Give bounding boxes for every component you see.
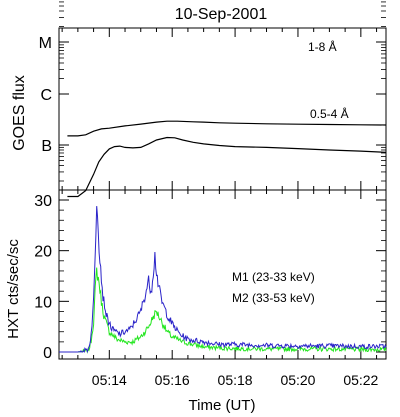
hxt-y-tick-label: 20 xyxy=(34,244,52,261)
x-tick-label: 05:22 xyxy=(343,372,378,388)
goes-x-ticks xyxy=(61,28,378,190)
hxt-y-tick-label: 30 xyxy=(34,193,52,210)
goes-series-line-1 xyxy=(67,136,387,198)
legend-m2: M2 (33-53 keV) xyxy=(232,291,315,305)
hxt-panel: 0 10 20 30 05:14 05:16 05:18 05:20 05:22 HXT ct… xyxy=(5,189,387,414)
series-label-0-5-4: 0.5-4 Å xyxy=(310,106,349,121)
x-axis-label: Time (UT) xyxy=(189,397,256,414)
goes-y-axis-label: GOES flux xyxy=(11,75,28,151)
hxt-y-tick-label: 0 xyxy=(43,345,52,362)
x-tick-label: 05:14 xyxy=(92,372,127,388)
hxt-series-line-0 xyxy=(59,206,387,354)
hxt-y-tick-label: 10 xyxy=(34,294,52,311)
x-tick-label: 05:16 xyxy=(155,372,190,388)
hxt-y-axis: 0 10 20 30 xyxy=(34,193,386,362)
chart-title: 10-Sep-2001 xyxy=(175,6,268,23)
hxt-series-line-1 xyxy=(59,267,387,354)
hxt-panel-frame xyxy=(58,189,387,360)
hxt-x-axis: 05:14 05:16 05:18 05:20 05:22 xyxy=(61,190,379,388)
goes-y-tick-label: M xyxy=(39,35,52,52)
goes-y-tick-label: B xyxy=(41,138,52,155)
legend-m1: M1 (23-33 keV) xyxy=(232,270,315,284)
goes-y-tick-label: C xyxy=(40,87,52,104)
goes-y-axis: B C M xyxy=(39,1,386,182)
goes-series xyxy=(67,120,387,198)
goes-panel: B C M GOES flux 1-8 Å 0.5-4 Å xyxy=(11,1,387,198)
x-tick-label: 05:18 xyxy=(218,372,253,388)
series-label-1-8: 1-8 Å xyxy=(308,39,337,54)
x-tick-label: 05:20 xyxy=(280,372,315,388)
hxt-y-axis-label: HXT cts/sec/sc xyxy=(5,239,22,339)
hxt-series xyxy=(59,206,387,354)
goes-series-line-0 xyxy=(67,120,387,137)
